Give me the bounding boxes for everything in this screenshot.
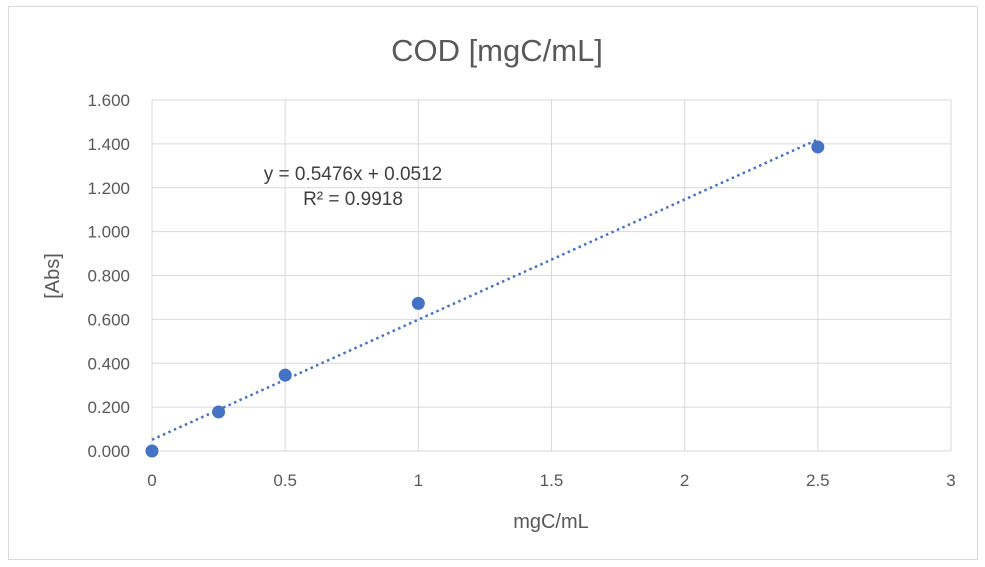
data-point	[145, 444, 159, 458]
chart-title: COD [mgC/mL]	[391, 33, 603, 68]
data-point	[278, 368, 292, 382]
trendline	[151, 138, 819, 441]
x-tick-label: 2.5	[806, 471, 830, 490]
trendline-layer	[151, 138, 819, 441]
y-tick-label: 0.200	[87, 398, 130, 417]
y-tick-label: 1.400	[87, 135, 130, 154]
y-tick-label: 1.200	[87, 179, 130, 198]
data-point	[811, 140, 825, 154]
x-tick-label: 3	[946, 471, 955, 490]
gridlines	[151, 99, 952, 452]
y-axis-title: [Abs]	[42, 253, 64, 299]
y-tick-label: 0.000	[87, 442, 130, 461]
x-axis-title: mgC/mL	[513, 511, 589, 533]
x-tick-label: 0.5	[273, 471, 297, 490]
y-tick-label: 1.600	[87, 91, 130, 110]
y-tick-labels: 0.000 0.200 0.400 0.600 0.800 1.000 1.200 1.400…	[87, 91, 130, 461]
trendline-equation: y = 0.5476x + 0.0512	[264, 164, 443, 185]
x-tick-label: 1	[414, 471, 423, 490]
chart-area	[8, 6, 978, 560]
y-tick-label: 0.800	[87, 267, 130, 286]
x-tick-label: 1.5	[540, 471, 564, 490]
y-tick-label: 0.600	[87, 310, 130, 329]
x-tick-label: 0	[147, 471, 156, 490]
data-point	[411, 296, 425, 310]
x-tick-labels: 0 0.5 1 1.5 2 2.5 3	[147, 471, 955, 490]
y-tick-label: 0.400	[87, 354, 130, 373]
y-tick-label: 1.000	[87, 223, 130, 242]
x-tick-label: 2	[680, 471, 689, 490]
data-points	[145, 140, 825, 458]
r-squared-label: R² = 0.9918	[303, 189, 403, 210]
data-point	[212, 405, 226, 419]
